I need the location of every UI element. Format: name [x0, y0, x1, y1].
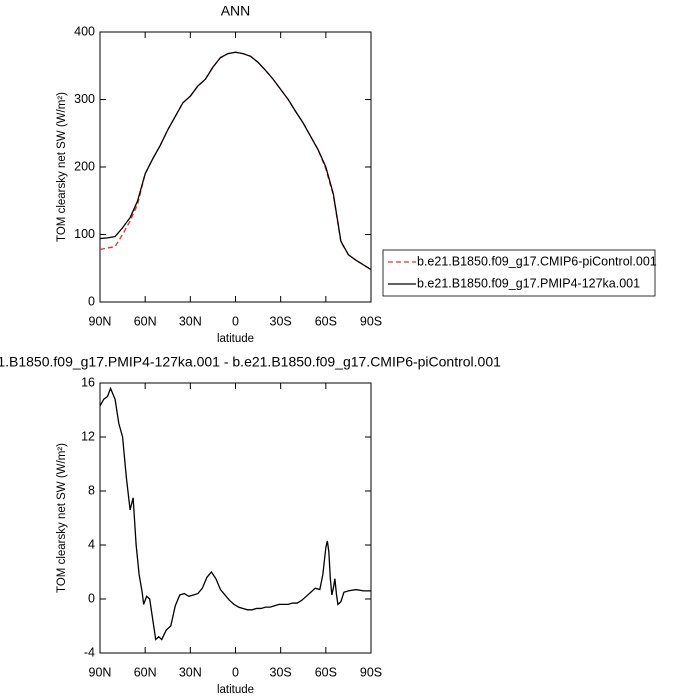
x-tick-label: 30S [270, 665, 292, 679]
y-tick-label: 0 [88, 591, 95, 605]
data-line [99, 51, 372, 271]
y-tick-label: 200 [74, 159, 95, 173]
x-tick-label: 90S [360, 314, 382, 328]
y-axis-label: TOM clearsky net SW (W/m²) [56, 92, 68, 242]
data-line [99, 51, 372, 271]
x-tick-label: 60S [315, 314, 337, 328]
plot-frame [99, 31, 372, 303]
data-line [99, 386, 371, 641]
x-tick-label: 90N [89, 314, 112, 328]
x-tick-label: 30S [270, 314, 292, 328]
x-tick-label: 60N [134, 665, 157, 679]
x-tick-label: 60S [315, 665, 337, 679]
x-tick-label: 60N [134, 314, 157, 328]
x-tick-label: 90S [360, 665, 382, 679]
y-tick-label: 12 [81, 429, 95, 443]
chart-title: b.e21.B1850.f09_g17.PMIP4-127ka.001 - b.… [0, 354, 501, 370]
x-tick-label: 0 [232, 314, 239, 328]
x-tick-label: 90N [89, 665, 112, 679]
y-tick-label: -4 [84, 645, 95, 659]
y-tick-label: 16 [81, 375, 95, 389]
chart-title: ANN [221, 3, 251, 19]
x-tick-label: 30N [179, 665, 202, 679]
y-tick-label: 0 [88, 294, 95, 308]
y-tick-label: 8 [88, 483, 95, 497]
plot-frame [99, 382, 372, 654]
y-tick-label: 300 [74, 92, 95, 106]
x-tick-label: 0 [232, 665, 239, 679]
x-axis-label: latitude [217, 333, 254, 345]
legend-label: b.e21.B1850.f09_g17.PMIP4-127ka.001 [417, 276, 640, 290]
x-axis-label: latitude [217, 684, 254, 696]
y-tick-label: 4 [88, 537, 95, 551]
y-axis-label: TOM clearsky net SW (W/m²) [56, 443, 68, 593]
y-tick-label: 400 [74, 24, 95, 38]
legend-label: b.e21.B1850.f09_g17.CMIP6-piControl.001 [417, 254, 657, 268]
y-tick-label: 100 [74, 227, 95, 241]
x-tick-label: 30N [179, 314, 202, 328]
legend-box [382, 249, 656, 297]
